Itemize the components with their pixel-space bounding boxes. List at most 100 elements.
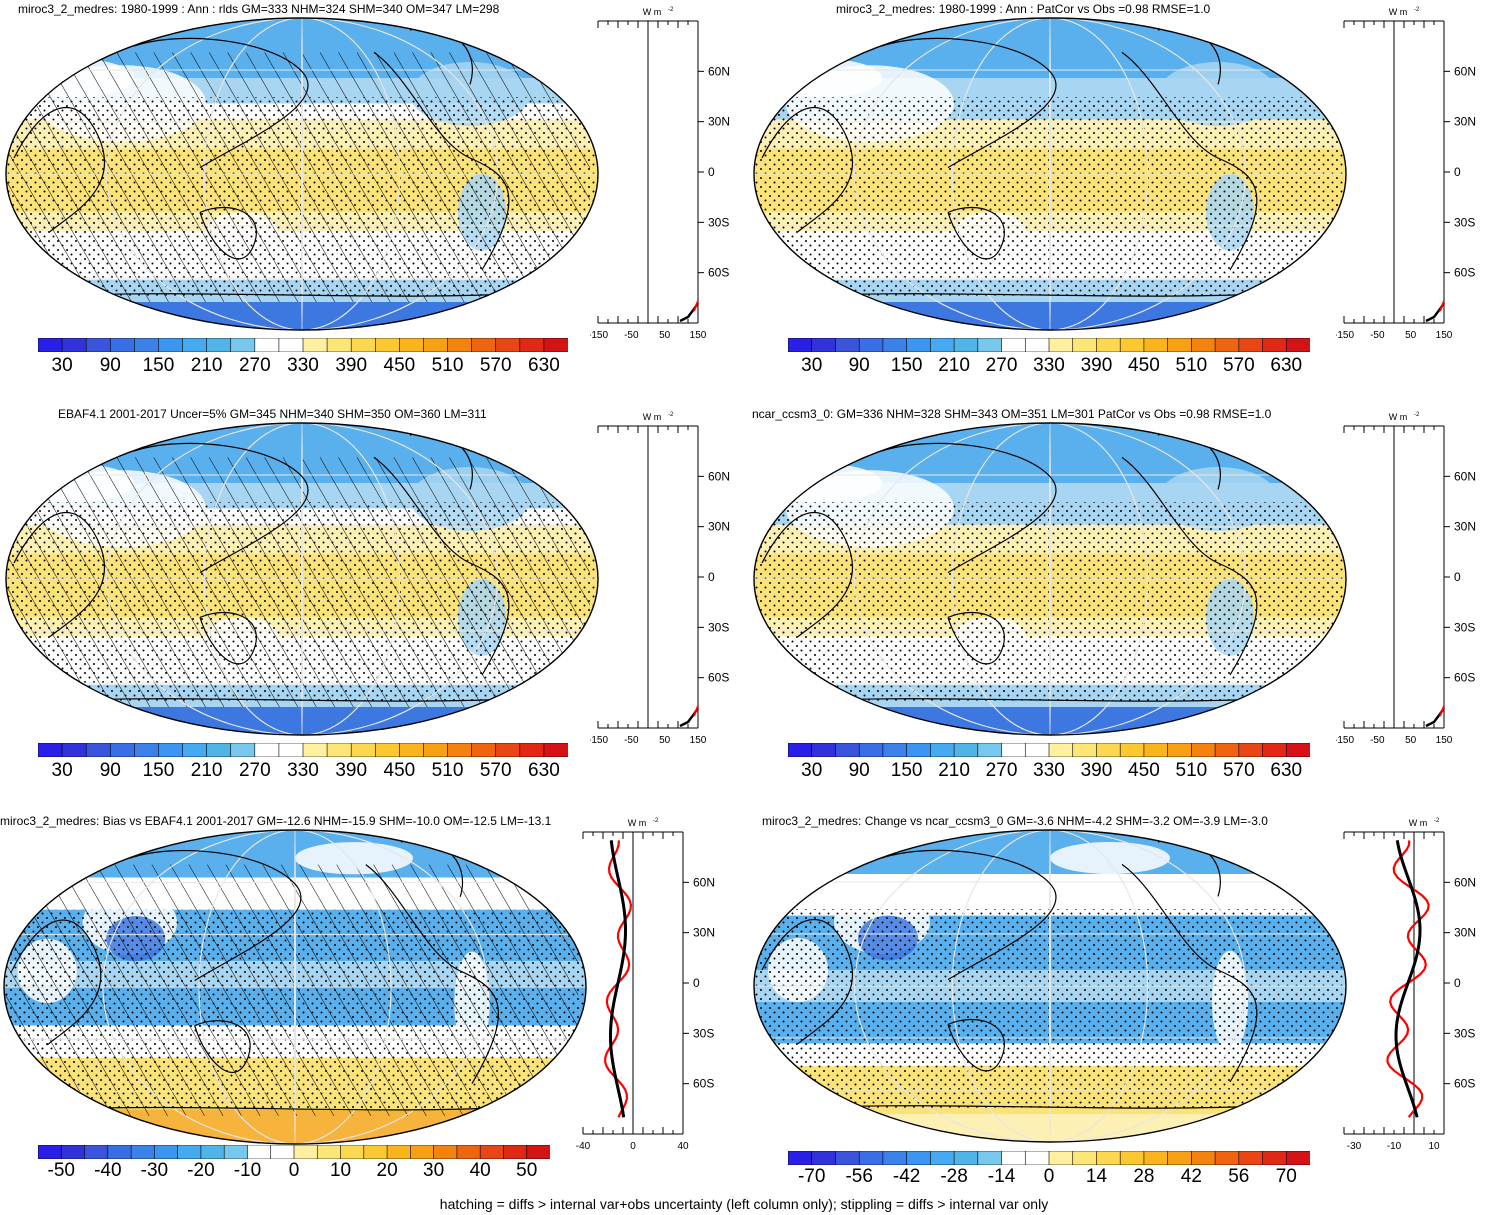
colorbar-swatch	[519, 743, 545, 757]
colorbar-labels: 30 90 150 210 270 330 390 450 510 570 630	[788, 355, 1310, 379]
coastline	[881, 442, 1057, 574]
region-patch	[1050, 842, 1170, 874]
coastline	[61, 696, 543, 702]
zonal-curve-black	[1394, 840, 1422, 1118]
colorbar-tick-label: -20	[187, 1160, 215, 1181]
colorbar-tick-label: 510	[431, 355, 464, 376]
colorbar-swatch	[858, 743, 884, 757]
colorbar-swatch	[447, 338, 473, 352]
coastlines	[13, 432, 543, 702]
lat-label: 30N	[708, 115, 730, 129]
unit-label: W m	[643, 412, 662, 422]
map-plot	[753, 17, 1347, 331]
colorbar-tick-label: 0	[288, 1160, 300, 1181]
colorbar-swatch	[811, 743, 837, 757]
coastline	[129, 850, 302, 982]
colorbar-swatch	[906, 743, 932, 757]
region-patch	[762, 463, 882, 503]
map-plot	[753, 829, 1347, 1143]
colorbar-swatch	[423, 743, 449, 757]
colorbar-swatch	[835, 1151, 860, 1165]
colorbar-swatch	[503, 1145, 528, 1159]
colorbar-swatch	[1285, 338, 1310, 352]
colorbar-swatch	[1048, 1151, 1074, 1165]
x-tick-label: 10	[1428, 1141, 1440, 1152]
coastline	[947, 1018, 1005, 1072]
colorbar-tick-label: 150	[890, 760, 923, 781]
colorbar-tick-label: 270	[238, 760, 271, 781]
colorbar-swatch	[977, 743, 1003, 757]
lat-label: 0	[1454, 976, 1461, 990]
colorbar-swatch	[1119, 1151, 1145, 1165]
colorbar-tick-label: 630	[1270, 355, 1303, 376]
colorbar-swatch	[60, 1145, 86, 1159]
x-tick-label: 50	[1405, 735, 1417, 746]
meridian-line	[203, 423, 401, 735]
colorbar-swatch	[1119, 338, 1145, 352]
colorbar-swatch	[433, 1145, 458, 1159]
colorbar-tick-label: -30	[140, 1160, 169, 1181]
colorbar-tick-label: -42	[892, 1166, 921, 1187]
colorbar-tick-label: 630	[1270, 760, 1303, 781]
lat-label: 60S	[1454, 266, 1475, 280]
colorbar-swatch	[84, 1145, 109, 1159]
colorbar-swatch	[350, 743, 377, 757]
colorbar-swatch	[109, 338, 136, 352]
colorbar-tick-label: 510	[1175, 760, 1208, 781]
meridian-line	[294, 830, 296, 1144]
colorbar-swatch	[471, 338, 497, 352]
colorbar-swatch	[953, 1151, 979, 1165]
zonal-mean-plot: -30 -10 10 W m -2 60N 30N 0 30S 60S	[1343, 818, 1476, 1152]
coastline	[881, 37, 1057, 169]
zonal-mean-curve-red	[693, 705, 699, 717]
colorbar-swatch	[154, 1145, 179, 1159]
lat-label: 30N	[1454, 115, 1476, 129]
colorbar-swatch	[930, 1151, 955, 1165]
hatching	[6, 457, 590, 707]
coastline	[194, 1020, 251, 1073]
unit-label: W m	[1389, 412, 1408, 422]
zonal-mean-plot: -150 -50 50 150 W m -2 60N 30N 0 30S 60S	[590, 412, 730, 746]
colorbar-swatch	[1096, 743, 1121, 757]
colorbar-tick-label: 0	[1043, 1166, 1055, 1187]
lat-label: 30S	[708, 620, 729, 634]
colorbar-swatch	[1024, 338, 1050, 352]
colorbar-swatch	[38, 1145, 63, 1159]
coastlines	[13, 27, 543, 297]
zonal-mean-plot: -40 0 40 W m -2 60N 30N 0 30S 60S	[576, 818, 715, 1152]
panel-rlds-model: miroc3_2_medres: 1980-1999 : Ann : rlds …	[0, 0, 744, 400]
unit-superscript: -2	[1434, 818, 1440, 824]
colorbar-swatch	[247, 1145, 272, 1159]
lat-label: 60S	[708, 671, 729, 685]
panel-title: EBAF4.1 2001-2017 Uncer=5% GM=345 NHM=34…	[58, 407, 487, 421]
colorbar-tick-label: 270	[238, 355, 271, 376]
colorbar-tick-label: 150	[142, 355, 175, 376]
x-tick-label: 40	[677, 1141, 689, 1152]
map-border	[3, 829, 587, 1145]
coastline	[61, 291, 543, 297]
colorbar-tick-label: 450	[1128, 760, 1160, 781]
colorbar-swatch	[1072, 338, 1098, 352]
colorbar-swatch	[1191, 743, 1216, 757]
colorbar-swatch	[977, 338, 1003, 352]
colorbar-tick-label: 14	[1085, 1166, 1108, 1187]
colorbar-swatch	[930, 338, 955, 352]
colorbar-tick-label: 210	[938, 355, 970, 376]
unit-label: W m	[1409, 818, 1428, 828]
map-plot	[753, 422, 1347, 736]
colorbar-swatch	[495, 743, 521, 757]
colorbar-swatch	[1072, 1151, 1098, 1165]
colorbar-swatch	[1024, 743, 1050, 757]
zonal-mean-curve-red	[1439, 300, 1445, 312]
colorbar-tick-label: -40	[94, 1160, 122, 1181]
colorbar-swatch	[788, 743, 813, 757]
coastline	[761, 511, 854, 638]
x-tick-label: 150	[1436, 735, 1453, 746]
coastline	[947, 611, 1005, 665]
coastline	[13, 106, 106, 233]
colorbar-swatch	[1143, 338, 1169, 352]
colorbar-tick-label: 56	[1228, 1166, 1250, 1187]
colorbar-labels: 30 90 150 210 270 330 390 450 510 570 630	[38, 355, 568, 379]
hatching	[6, 52, 590, 303]
map-border	[753, 422, 1347, 736]
